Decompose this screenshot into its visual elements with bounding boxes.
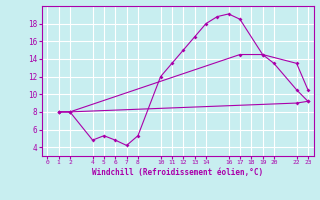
X-axis label: Windchill (Refroidissement éolien,°C): Windchill (Refroidissement éolien,°C) [92,168,263,177]
